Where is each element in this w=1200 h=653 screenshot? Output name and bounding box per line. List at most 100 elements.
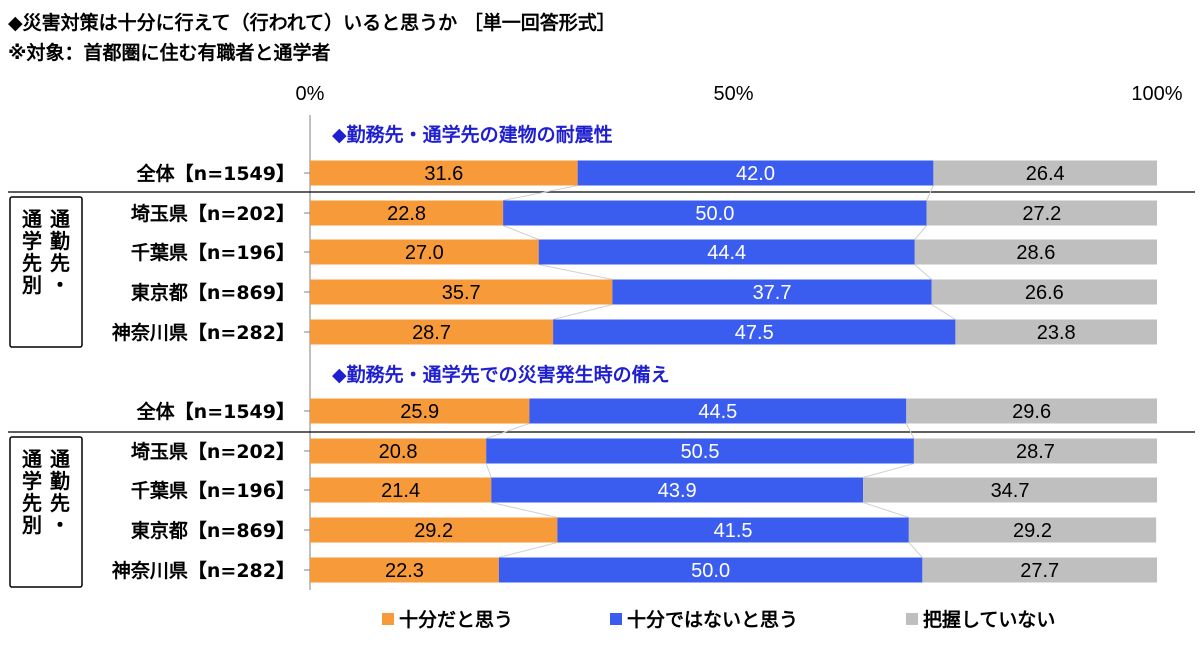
data-label: 50.5 — [681, 441, 720, 463]
series-connector-line — [908, 542, 923, 558]
bar-segment — [955, 319, 1157, 345]
data-label: 29.2 — [1013, 520, 1052, 542]
legend-label: 把握していない — [923, 608, 1055, 631]
series-connector-line — [502, 225, 539, 240]
bar-segment — [612, 279, 932, 305]
bar-segment — [310, 319, 554, 345]
bar-segment — [310, 477, 492, 503]
data-label: 44.5 — [698, 401, 737, 423]
section-title: ◆勤務先・通学先の建物の耐震性 — [332, 123, 613, 146]
data-label: 22.8 — [387, 203, 426, 225]
legend-label: 十分だと思う — [399, 608, 513, 631]
group-label-char: 通 — [22, 447, 42, 471]
data-label: 22.3 — [385, 560, 424, 582]
series-connector-line — [914, 225, 927, 240]
data-label: 26.4 — [1026, 163, 1065, 185]
group-label-char: 先 — [50, 251, 70, 275]
bar-segment — [577, 160, 934, 186]
bar-segment — [538, 239, 915, 265]
chart-subtitle: ※対象：首都圏に住む有職者と通学者 — [8, 42, 331, 64]
series-connector-line — [862, 463, 915, 478]
series-connector-line — [538, 264, 613, 280]
bar-segment — [310, 398, 530, 424]
legend-swatch — [610, 613, 622, 625]
x-tick-label: 100% — [1131, 83, 1182, 105]
data-label: 50.0 — [695, 203, 734, 225]
data-label: 43.9 — [658, 480, 697, 502]
group-label-char: ・ — [50, 273, 70, 297]
bar-segment — [863, 477, 1157, 503]
series-connector-line — [485, 463, 492, 478]
row-label: 千葉県【n=196】 — [131, 241, 295, 264]
data-label: 29.6 — [1012, 401, 1051, 423]
bar-segment — [922, 557, 1157, 583]
data-label: 44.4 — [707, 242, 746, 264]
group-label-char: 学 — [22, 229, 42, 253]
row-label: 埼玉県【n=202】 — [131, 202, 295, 225]
group-label-char: 先 — [50, 491, 70, 515]
data-label: 28.6 — [1016, 242, 1055, 264]
group-label-char: 通 — [50, 447, 70, 471]
bar-segment — [933, 160, 1157, 186]
bar-segment — [553, 319, 956, 345]
group-label-char: 先 — [22, 251, 42, 275]
bar-segment — [908, 517, 1157, 543]
group-label-box — [9, 436, 83, 588]
data-label: 26.6 — [1025, 282, 1064, 304]
data-label: 50.0 — [691, 560, 730, 582]
data-label: 28.7 — [1016, 441, 1055, 463]
series-connector-line — [491, 502, 558, 518]
group-label-char: 学 — [22, 469, 42, 493]
bar-segment — [931, 279, 1157, 305]
group-label-char: 勤 — [50, 469, 70, 493]
bar-segment — [498, 557, 923, 583]
bar-segment — [926, 200, 1157, 226]
group-label-char: 先 — [22, 491, 42, 515]
series-connector-line — [503, 185, 578, 201]
series-connector-line — [926, 185, 934, 201]
data-label: 20.8 — [379, 441, 418, 463]
data-label: 27.2 — [1022, 203, 1061, 225]
data-label: 27.7 — [1020, 560, 1059, 582]
group-label-char: 通 — [22, 207, 42, 231]
row-label: 全体【n=1549】 — [136, 162, 295, 185]
bar-segment — [914, 239, 1157, 265]
data-label: 31.6 — [424, 163, 463, 185]
section-title: ◆勤務先・通学先での災害発生時の備え — [332, 363, 670, 386]
data-label: 35.7 — [442, 282, 481, 304]
bar-segment — [310, 557, 499, 583]
data-label: 28.7 — [412, 322, 451, 344]
data-label: 21.4 — [381, 480, 420, 502]
row-label: 東京都【n=869】 — [131, 281, 295, 304]
data-label: 41.5 — [714, 520, 753, 542]
bar-segment — [310, 160, 578, 186]
data-label: 27.0 — [405, 242, 444, 264]
series-connector-line — [486, 423, 530, 439]
series-connector-line — [914, 264, 933, 280]
bar-segment — [906, 398, 1157, 424]
legend-swatch — [906, 613, 918, 625]
legend-label: 十分ではないと思う — [627, 608, 798, 631]
series-connector-line — [931, 304, 956, 320]
group-label-char: 通 — [50, 207, 70, 231]
data-label: 37.7 — [753, 282, 792, 304]
data-label: 42.0 — [736, 163, 775, 185]
bar-segment — [913, 438, 1157, 464]
bar-segment — [310, 239, 539, 265]
data-label: 25.9 — [400, 401, 439, 423]
series-connector-line — [498, 542, 558, 558]
data-label: 23.8 — [1037, 322, 1076, 344]
row-label: 全体【n=1549】 — [136, 400, 295, 423]
group-label-box — [9, 196, 83, 348]
row-label: 神奈川県【n=282】 — [112, 321, 295, 344]
series-connector-line — [905, 423, 915, 439]
bar-segment — [310, 517, 558, 543]
bar-segment — [310, 279, 613, 305]
x-tick-label: 0% — [296, 83, 325, 105]
data-label: 34.7 — [991, 480, 1030, 502]
data-label: 29.2 — [414, 520, 453, 542]
bar-segment — [486, 438, 914, 464]
row-label: 神奈川県【n=282】 — [112, 559, 295, 582]
series-connector-line — [552, 304, 613, 320]
